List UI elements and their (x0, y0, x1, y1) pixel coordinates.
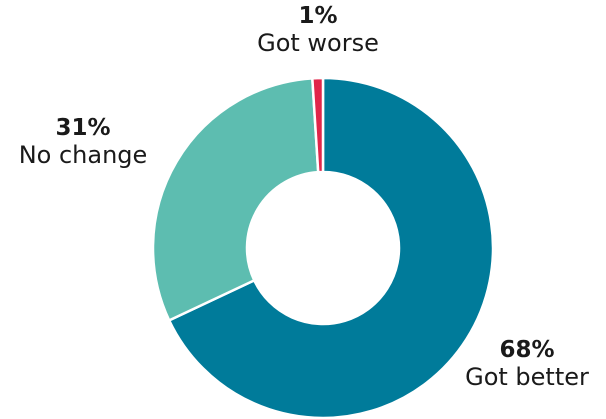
slice-name-no-change: No change (18, 140, 148, 169)
slice-value-no-change: 31% (55, 115, 111, 141)
slice-label-got-better: 68% Got better (448, 337, 606, 391)
donut-slice-got-better (167, 76, 495, 419)
slice-name-got-better: Got better (465, 362, 589, 391)
donut-slice-got-worse (311, 76, 325, 174)
slice-value-got-better: 68% (499, 337, 555, 363)
slice-name-got-worse: Got worse (257, 28, 379, 57)
slice-label-no-change: 31% No change (0, 115, 166, 169)
slice-label-got-worse: 1% Got worse (238, 3, 398, 57)
slice-value-got-worse: 1% (298, 3, 338, 29)
donut-slice-no-change (151, 77, 320, 322)
